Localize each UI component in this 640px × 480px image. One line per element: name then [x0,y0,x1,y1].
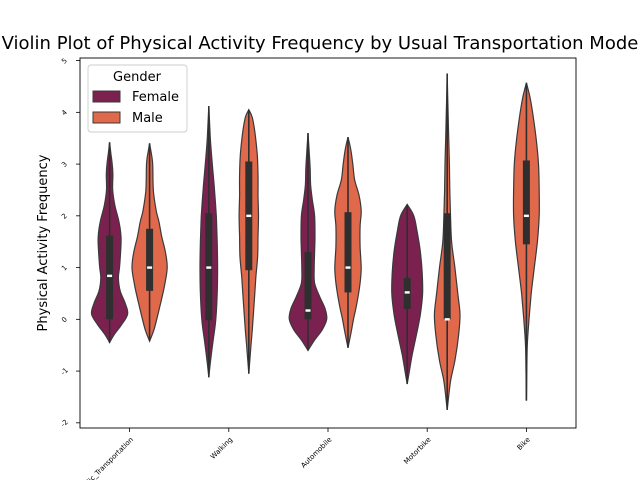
y-axis-label: Physical Activity Frequency [36,154,51,331]
legend-label-female: Female [132,90,179,105]
y-tick-label: 2 [60,212,69,221]
x-tick-label: Bike [516,436,532,452]
violin-iqr-box [304,252,312,320]
y-tick-label: 3 [60,160,69,169]
violins-layer [90,73,540,410]
violin-female-motorbike [391,203,424,385]
violin-median [444,318,450,321]
violin-median [107,274,113,278]
legend-label-male: Male [132,111,163,126]
violin-female-public-transportation [90,142,129,344]
violin-male-automobile [334,137,362,348]
violin-male-motorbike [433,73,461,410]
legend-title: Gender [113,70,162,85]
y-axis-ticks: -2 -1 0 1 2 3 4 5 [59,57,80,429]
legend-swatch-male [92,111,121,124]
x-axis-ticks: Public_Transportation Walking Automobile Mo… [76,428,532,480]
violin-median [305,309,311,312]
x-tick-label: Public_Transportation [76,436,135,480]
violin-median [246,214,252,218]
violin-male-bike [512,82,540,401]
violin-iqr-box [146,228,154,291]
violin-iqr-box [443,213,451,320]
violin-male-public-transportation [131,143,168,343]
chart-title: Violin Plot of Physical Activity Frequen… [2,33,639,54]
violin-male-walking [238,108,260,374]
y-tick-label: 0 [60,316,69,325]
violin-median [206,266,212,269]
violin-median [345,266,351,269]
legend: Gender Female Male [87,64,188,133]
y-tick-label: 4 [60,108,69,117]
violin-female-automobile [288,132,328,352]
y-tick-label: 1 [60,264,69,273]
x-tick-label: Automobile [299,436,333,470]
y-tick-label: 5 [60,57,69,66]
legend-swatch-female [92,90,121,103]
violin-median [404,291,410,294]
violin-median [523,214,529,218]
violin-iqr-box [106,235,114,320]
y-tick-label: -2 [59,418,70,429]
violin-iqr-box [344,212,352,293]
violin-female-walking [199,106,219,378]
y-tick-label: -1 [59,366,70,377]
violin-median [147,266,153,269]
violin-iqr-box [522,160,530,245]
x-tick-label: Motorbike [402,436,432,466]
x-tick-label: Walking [209,436,234,461]
